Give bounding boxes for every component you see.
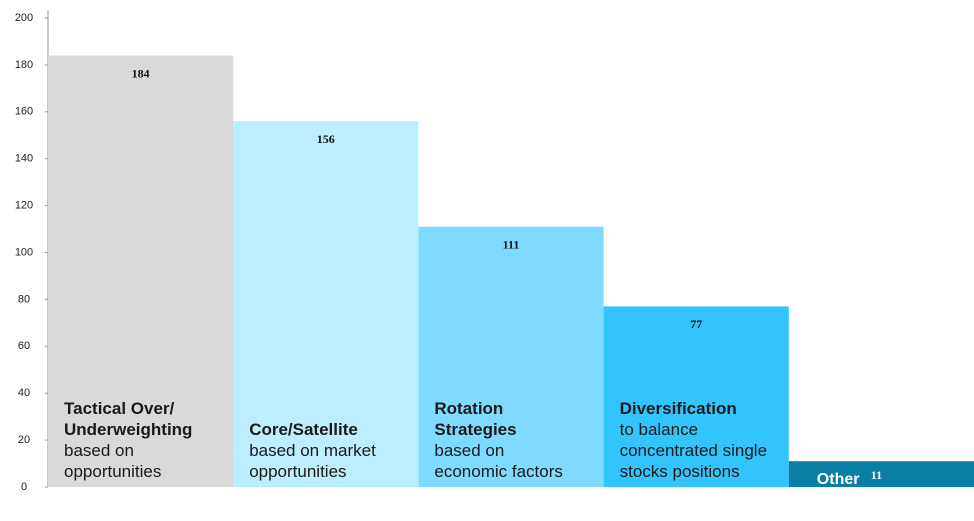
category-label: Core/Satellite xyxy=(249,420,358,439)
y-tick-label: 60 xyxy=(18,340,30,352)
bar xyxy=(418,226,604,487)
y-tick-label: 140 xyxy=(15,153,33,165)
y-tick-label: 0 xyxy=(21,481,27,493)
y-tick-label: 180 xyxy=(15,59,33,71)
description: to balance concentrated single stocks po… xyxy=(619,420,768,481)
category-label: Rotation Strategies xyxy=(434,399,517,439)
description: based on economic factors xyxy=(434,441,563,481)
y-tick-label: 80 xyxy=(18,293,30,305)
bar xyxy=(48,55,234,488)
description: based on market opportunities xyxy=(249,441,376,481)
y-tick-label: 160 xyxy=(15,106,33,118)
y-tick-label: 120 xyxy=(15,200,33,212)
category-label: Other xyxy=(817,471,860,488)
bar-label: Rotation Strategies based on economic fac… xyxy=(434,398,574,482)
y-tick-label: 100 xyxy=(15,246,33,258)
y-tick-label: 200 xyxy=(15,12,33,24)
bar-label: Diversification to balance concentrated s… xyxy=(620,398,770,482)
bar xyxy=(603,306,789,487)
y-tick-label: 40 xyxy=(18,387,30,399)
description: based on opportunities xyxy=(64,441,162,481)
value-label: 156 xyxy=(317,132,335,146)
bar xyxy=(788,461,974,487)
category-label: Diversification xyxy=(619,399,737,418)
bar-label: Core/Satellite based on market opportunit… xyxy=(249,419,419,482)
bar xyxy=(233,121,419,488)
value-label: 11 xyxy=(871,468,882,482)
value-label: 184 xyxy=(132,66,150,80)
bar-label: Tactical Over/ Underweighting based on op… xyxy=(64,398,234,482)
value-label: 111 xyxy=(503,237,520,251)
y-tick-label: 20 xyxy=(18,434,30,446)
category-label: Tactical Over/ Underweighting xyxy=(64,399,193,439)
value-label: 77 xyxy=(690,317,702,331)
